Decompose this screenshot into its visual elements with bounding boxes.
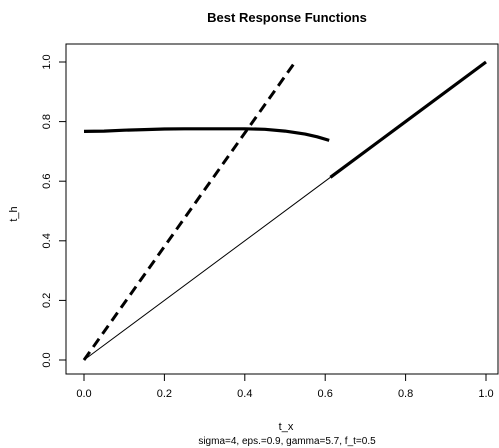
x-tick-label: 0.0 xyxy=(76,388,91,400)
y-tick-label: 0.6 xyxy=(41,174,53,189)
series-line-4 xyxy=(329,60,487,179)
y-tick-label: 0.4 xyxy=(41,233,53,248)
x-axis-label: t_x xyxy=(279,421,294,433)
y-tick-label: 0.2 xyxy=(41,293,53,308)
x-tick-label: 1.0 xyxy=(478,388,493,400)
series-line-2 xyxy=(82,61,297,361)
series-line-3 xyxy=(83,176,331,361)
series-layer xyxy=(82,60,487,361)
y-axis-label: t_h xyxy=(8,206,20,221)
x-tick-label: 0.4 xyxy=(237,388,252,400)
x-tick-label: 0.6 xyxy=(318,388,333,400)
y-axis: 0.0 0.2 0.4 0.6 0.8 1.0 xyxy=(41,54,67,368)
plot-frame xyxy=(65,43,499,375)
y-tick-label: 1.0 xyxy=(41,54,53,69)
x-tick-label: 0.2 xyxy=(157,388,172,400)
series-line-1 xyxy=(83,127,330,142)
x-axis: 0.0 0.2 0.4 0.6 0.8 1.0 xyxy=(76,373,494,400)
parameter-note: sigma=4, eps.=0.9, gamma=5.7, f_t=0.5 xyxy=(198,436,376,447)
y-tick-label: 0.0 xyxy=(41,352,53,367)
y-tick-label: 0.8 xyxy=(41,114,53,129)
x-tick-label: 0.8 xyxy=(398,388,413,400)
chart-title: Best Response Functions xyxy=(207,10,367,25)
